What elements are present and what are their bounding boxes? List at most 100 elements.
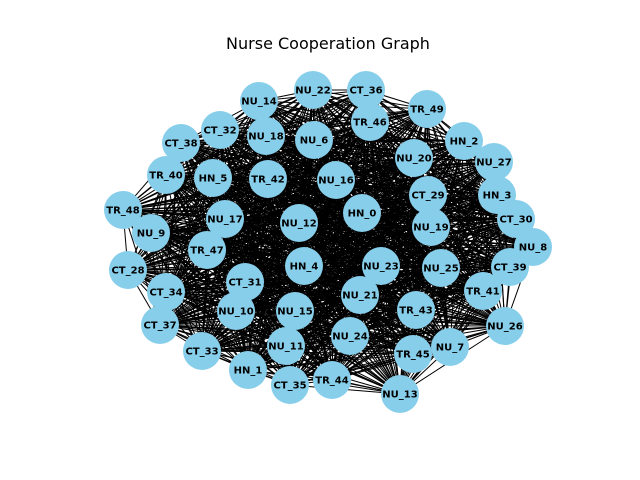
node-tr-40: TR_40: [147, 156, 185, 194]
graph-title: Nurse Cooperation Graph: [226, 34, 430, 53]
node-circle: [464, 272, 502, 310]
graph-edge: [258, 100, 428, 110]
node-label: NU_20: [396, 154, 431, 165]
node-circle: [194, 159, 232, 197]
graph-edge: [159, 324, 291, 386]
graph-edge: [206, 246, 534, 251]
node-label: CT_38: [164, 139, 197, 150]
node-label: NU_10: [218, 307, 253, 318]
node-nu-22: NU_22: [294, 71, 332, 109]
node-nu-19: NU_19: [412, 208, 450, 246]
node-label: NU_9: [137, 229, 165, 240]
node-label: CT_30: [499, 215, 532, 226]
graph-edge: [165, 290, 484, 293]
graph-edge: [247, 294, 361, 371]
node-circle: [331, 317, 369, 355]
node-circle: [226, 263, 264, 301]
node-circle: [341, 276, 379, 314]
graph-edge: [159, 294, 361, 326]
graph-edge: [180, 142, 300, 224]
graph-edge: [159, 324, 287, 347]
node-tr-48: TR_48: [104, 191, 142, 229]
node-circle: [147, 273, 185, 311]
node-tr-49: TR_49: [408, 90, 446, 128]
node-circle: [295, 121, 333, 159]
node-label: NU_19: [413, 223, 448, 234]
graph-edge: [298, 108, 428, 224]
node-circle: [247, 117, 285, 155]
node-label: NU_8: [519, 243, 547, 254]
node-ct-33: CT_33: [183, 332, 221, 370]
node-nu-12: NU_12: [280, 204, 318, 242]
node-ct-28: CT_28: [109, 251, 147, 289]
node-label: TR_45: [396, 350, 429, 361]
node-circle: [395, 139, 433, 177]
node-circle: [491, 248, 529, 286]
node-circle: [271, 366, 309, 404]
node-tr-46: TR_46: [351, 103, 389, 141]
graph-edge: [122, 179, 337, 211]
node-nu-25: NU_25: [422, 249, 460, 287]
node-circle: [486, 307, 524, 345]
graph-edge: [165, 139, 315, 176]
node-circle: [280, 204, 318, 242]
node-tr-45: TR_45: [394, 335, 432, 373]
graph-edge: [313, 139, 465, 142]
graph-edge: [298, 218, 517, 224]
node-circle: [343, 194, 381, 232]
node-label: NU_11: [268, 342, 303, 353]
graph-edge: [206, 249, 442, 269]
node-circle: [201, 111, 239, 149]
node-nu-10: NU_10: [217, 292, 255, 330]
node-label: NU_27: [476, 158, 511, 169]
node-label: NU_23: [363, 262, 398, 273]
node-circle: [217, 292, 255, 330]
node-nu-14: NU_14: [240, 82, 278, 120]
node-circle: [141, 306, 179, 344]
graph-edge: [219, 121, 371, 131]
node-nu-18: NU_18: [247, 117, 285, 155]
node-hn-2: HN_2: [445, 122, 483, 160]
node-label: CT_36: [349, 86, 382, 97]
node-label: CT_34: [149, 288, 182, 299]
node-label: TR_48: [106, 206, 139, 217]
node-ct-35: CT_35: [271, 366, 309, 404]
node-nu-24: NU_24: [331, 317, 369, 355]
node-label: TR_44: [315, 376, 348, 387]
node-label: HN_2: [450, 137, 479, 148]
node-ct-34: CT_34: [147, 273, 185, 311]
node-label: TR_47: [190, 246, 223, 257]
node-hn-5: HN_5: [194, 159, 232, 197]
node-label: NU_14: [241, 97, 276, 108]
graph-edge: [427, 194, 534, 248]
node-circle: [240, 82, 278, 120]
node-nu-17: NU_17: [206, 200, 244, 238]
graph-edge: [122, 178, 269, 211]
node-circle: [408, 90, 446, 128]
node-tr-41: TR_41: [464, 272, 502, 310]
node-circle: [351, 103, 389, 141]
node-label: NU_12: [281, 219, 316, 230]
graph-edge: [267, 161, 495, 180]
graph-edge: [244, 226, 432, 283]
graph-edge: [159, 324, 506, 327]
node-nu-27: NU_27: [475, 143, 513, 181]
node-circle: [229, 351, 267, 389]
node-ct-30: CT_30: [497, 200, 535, 238]
node-ct-39: CT_39: [491, 248, 529, 286]
node-tr-47: TR_47: [188, 231, 226, 269]
node-tr-42: TR_42: [249, 160, 287, 198]
graph-edge: [265, 135, 415, 159]
graph-edge: [212, 157, 415, 179]
node-circle: [104, 191, 142, 229]
graph-edge: [289, 194, 498, 386]
node-hn-4: HN_4: [285, 247, 323, 285]
node-label: NU_21: [342, 291, 377, 302]
node-label: TR_42: [251, 175, 284, 186]
node-circle: [313, 361, 351, 399]
node-circle: [497, 200, 535, 238]
node-circle: [206, 200, 244, 238]
node-circle: [412, 208, 450, 246]
node-nu-9: NU_9: [132, 214, 170, 252]
graph-edge: [201, 350, 414, 355]
